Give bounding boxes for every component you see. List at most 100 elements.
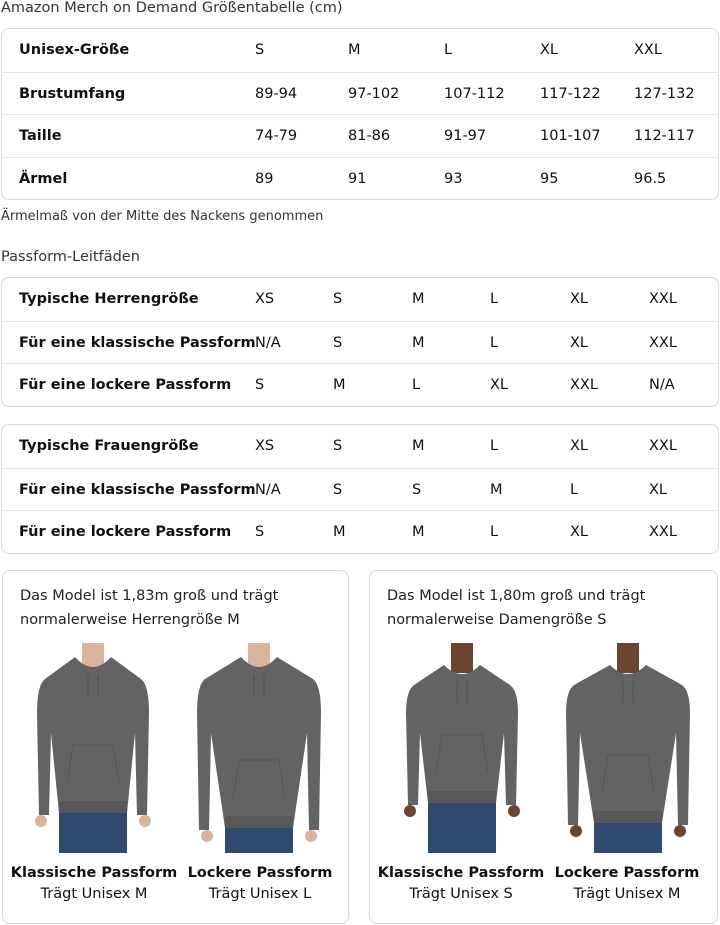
table-row: Taille 74-79 81-86 91-97 101-107 112-117 [2,114,718,157]
table-row: Unisex-Größe S M L XL XXL [2,29,718,72]
table-cell: L [570,481,579,498]
table-cell: L [490,291,499,307]
fit-name: Klassische Passform [10,865,178,881]
table-cell: M [412,438,425,454]
table-cell: 91 [348,170,367,187]
table-cell: XL [570,334,589,351]
table-row: Ärmel 89 91 93 95 96.5 [2,156,718,200]
table-cell: 81-86 [348,128,391,144]
row-header: Taille [19,128,62,144]
size-table-title: Amazon Merch on Demand Größentabelle (cm… [1,0,343,16]
table-cell: 127-132 [634,85,695,102]
table-cell: XXL [649,334,677,351]
model-card-men: Das Model ist 1,83m groß und trägt normal… [2,570,349,924]
table-cell: 96.5 [634,170,667,187]
row-header: Für eine lockere Passform [19,377,232,393]
table-row: Für eine lockere Passform S M M L XL XXL [2,510,718,553]
table-row: Typische Herrengröße XS S M L XL XXL [2,278,718,321]
table-cell: XXL [649,291,677,307]
fit-size: Trägt Unisex M [40,886,148,902]
table-cell: XL [540,42,559,58]
table-cell: XL [570,524,589,540]
fit-name: Lockere Passform [554,865,700,881]
table-row: Typische Frauengröße XS S M L XL XXL [2,425,718,468]
table-cell: L [412,377,421,393]
men-fit-table: Typische Herrengröße XS S M L XL XXL Für eine k… [1,277,719,407]
table-cell: 93 [444,170,463,187]
row-header: Für eine lockere Passform [19,524,232,540]
table-row: Brustumfang 89-94 97-102 107-112 117-122 127-… [2,71,718,115]
model-caption: Das Model ist 1,83m groß und trägt [20,588,279,604]
fit-size: Trägt Unisex M [573,886,681,902]
model-photo-loose-fit [189,643,329,853]
sleeve-note: Ärmelmaß von der Mitte des Nackens genom… [1,209,324,224]
women-fit-table: Typische Frauengröße XS S M L XL XXL Für eine k… [1,424,719,554]
jeans [594,818,662,853]
row-header: Für eine klassische Passform [19,481,256,498]
table-cell: 91-97 [444,128,487,144]
table-row: Für eine lockere Passform S M L XL XXL N/A [2,363,718,406]
neck [248,643,270,668]
table-cell: L [490,524,499,540]
table-cell: 101-107 [540,128,601,144]
model-photo-classic-fit [392,643,532,853]
row-header: Unisex-Größe [19,42,130,58]
model-photo-classic-fit [23,643,163,853]
row-header: Brustumfang [19,85,126,102]
table-cell: S [333,291,343,307]
table-cell: N/A [649,377,675,393]
table-cell: M [412,524,425,540]
table-cell: XS [255,291,275,307]
size-table: Unisex-Größe S M L XL XXL Brustumfang 89-94 97-1… [1,28,719,200]
table-cell: M [333,377,346,393]
table-cell: M [490,481,503,498]
table-cell: L [490,334,499,351]
table-cell: XXL [649,524,677,540]
model-photo-loose-fit [558,643,698,853]
table-cell: 112-117 [634,128,695,144]
table-cell: S [255,377,265,393]
table-cell: M [412,334,425,351]
table-cell: S [333,481,343,498]
table-cell: L [444,42,453,58]
table-cell: XL [649,481,668,498]
table-cell: 95 [540,170,559,187]
table-cell: L [490,438,499,454]
hoodie [197,657,321,830]
table-cell: XXL [570,377,598,393]
table-cell: M [348,42,361,58]
jeans [59,808,127,853]
table-cell: S [333,438,343,454]
table-cell: 107-112 [444,85,505,102]
row-header: Ärmel [19,170,68,187]
table-row: Für eine klassische Passform N/A S S M L XL [2,467,718,511]
table-cell: 97-102 [348,85,400,102]
table-cell: S [255,524,265,540]
fit-size: Trägt Unisex S [409,886,513,902]
model-card-women: Das Model ist 1,80m groß und trägt normal… [369,570,718,924]
neck [451,643,473,673]
row-header: Für eine klassische Passform [19,334,256,351]
table-cell: XL [570,438,589,454]
table-cell: 89 [255,170,274,187]
model-caption: normalerweise Herrengröße M [20,612,240,628]
row-header: Typische Herrengröße [19,291,199,307]
hoodie [566,665,690,825]
table-cell: M [412,291,425,307]
table-cell: S [255,42,265,58]
table-row: Für eine klassische Passform N/A S M L XL XXL [2,320,718,364]
hoodie [37,657,149,815]
fit-size: Trägt Unisex L [208,886,312,902]
table-cell: N/A [255,481,281,498]
table-cell: 89-94 [255,85,298,102]
table-cell: XXL [649,438,677,454]
table-cell: 117-122 [540,85,601,102]
table-cell: S [412,481,422,498]
neck [617,643,639,673]
table-cell: 74-79 [255,128,298,144]
neck [82,643,104,668]
model-caption: Das Model ist 1,80m groß und trägt [387,588,646,604]
table-cell: N/A [255,334,281,351]
row-header: Typische Frauengröße [19,438,199,454]
table-cell: XXL [634,42,662,58]
